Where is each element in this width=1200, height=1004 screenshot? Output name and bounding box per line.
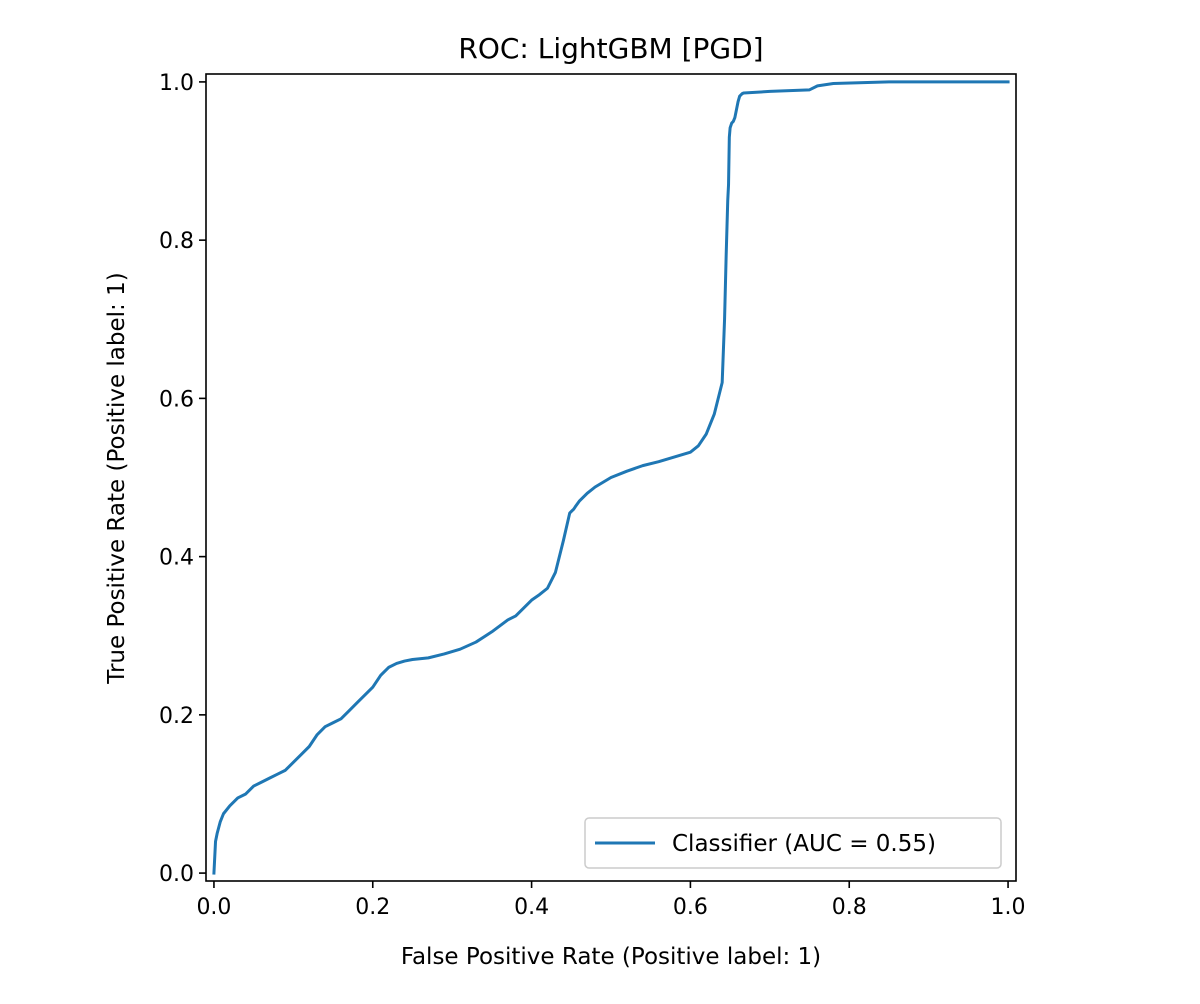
series-layer — [212, 80, 1010, 875]
y-tick-label: 1.0 — [159, 71, 194, 96]
y-tick-label: 0.6 — [159, 387, 194, 412]
axis-ticks: 0.0 0.2 0.4 0.6 0.8 1.0 0.0 0.2 0.4 0.6 0.8 1.0 — [159, 71, 1026, 920]
x-tick-label: 0.2 — [355, 895, 390, 920]
legend-box — [584, 817, 1002, 869]
y-tick-label: 0.2 — [159, 704, 194, 729]
x-axis-label: False Positive Rate (Positive label: 1) — [401, 944, 821, 970]
y-tick-label: 0.8 — [159, 229, 194, 254]
chart-title: ROC: LightGBM [PGD] — [458, 32, 763, 65]
roc-curve-line — [212, 80, 1010, 875]
x-tick-label: 0.6 — [673, 895, 708, 920]
legend: Classifier (AUC = 0.55) — [584, 817, 1002, 869]
y-tick-label: 0.4 — [159, 546, 194, 571]
x-tick-label: 1.0 — [991, 895, 1026, 920]
x-tick-label: 0.0 — [196, 895, 231, 920]
y-axis-label: True Positive Rate (Positive label: 1) — [104, 272, 130, 684]
legend-entry-classifier: Classifier (AUC = 0.55) — [672, 831, 936, 857]
x-tick-label: 0.4 — [514, 895, 549, 920]
y-tick-label: 0.0 — [159, 862, 194, 887]
x-tick-label: 0.8 — [832, 895, 867, 920]
plot-frame — [205, 73, 1017, 882]
